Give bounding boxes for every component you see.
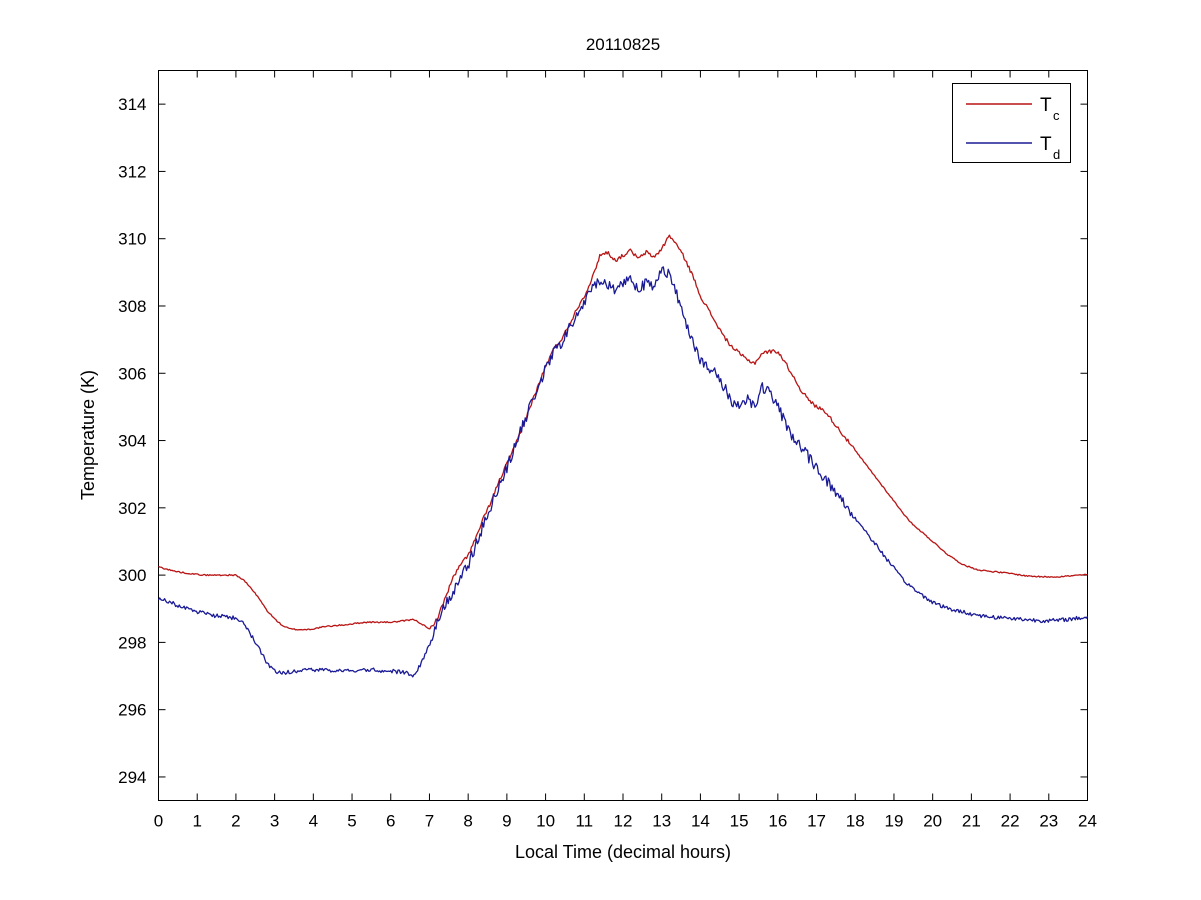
- x-tick-label: 11: [575, 812, 593, 831]
- legend-subscript-tc: c: [1053, 108, 1060, 123]
- x-tick-label: 1: [192, 812, 201, 831]
- x-tick-label: 20: [923, 812, 942, 831]
- plot-area-frame: [158, 70, 1088, 801]
- x-tick-label: 16: [768, 812, 787, 831]
- x-tick-label: 24: [1078, 812, 1097, 831]
- x-axis-ticks: [158, 70, 1088, 801]
- x-tick-label: 5: [347, 812, 356, 831]
- x-tick-label: 18: [846, 812, 865, 831]
- x-tick-label: 9: [502, 812, 511, 831]
- y-tick-label: 306: [118, 364, 146, 383]
- data-series-layer: [157, 234, 1089, 678]
- series-line-td: [157, 266, 1089, 678]
- y-tick-label: 310: [118, 230, 146, 249]
- y-axis-label: Temperature (K): [78, 370, 98, 500]
- x-tick-label: 7: [425, 812, 434, 831]
- legend-label-td: T: [1040, 134, 1052, 155]
- x-axis-tick-labels: 0 1 2 3 4 5 6 7 8 9 10 11 12 13 14 15 16 17 18 19 20 21 22 23 24: [154, 812, 1097, 831]
- x-tick-label: 17: [807, 812, 826, 831]
- y-tick-label: 296: [118, 701, 146, 720]
- y-tick-label: 300: [118, 566, 146, 585]
- y-tick-label: 304: [118, 432, 146, 451]
- x-tick-label: 14: [691, 812, 710, 831]
- y-tick-label: 312: [118, 162, 146, 181]
- x-tick-label: 6: [386, 812, 395, 831]
- x-tick-label: 0: [154, 812, 163, 831]
- x-tick-label: 15: [730, 812, 749, 831]
- legend-label-tc: T: [1040, 95, 1052, 116]
- y-tick-label: 298: [118, 633, 146, 652]
- legend-subscript-td: d: [1053, 147, 1060, 162]
- x-tick-label: 23: [1039, 812, 1058, 831]
- x-tick-label: 12: [614, 812, 633, 831]
- x-tick-label: 4: [309, 812, 318, 831]
- chart-legend[interactable]: T c T d: [952, 83, 1071, 163]
- y-tick-label: 294: [118, 768, 146, 787]
- y-tick-label: 314: [118, 95, 146, 114]
- x-tick-label: 10: [536, 812, 555, 831]
- x-tick-label: 3: [270, 812, 279, 831]
- y-axis-tick-labels: 294 296 298 300 302 304 306 308 310 312 314: [118, 95, 146, 787]
- y-tick-label: 308: [118, 297, 146, 316]
- legend-entry-td[interactable]: T d: [966, 134, 1060, 162]
- x-tick-label: 19: [884, 812, 903, 831]
- y-tick-label: 302: [118, 499, 146, 518]
- x-tick-label: 22: [1001, 812, 1020, 831]
- x-tick-label: 8: [463, 812, 472, 831]
- legend-entry-tc[interactable]: T c: [966, 95, 1060, 123]
- series-line-tc: [158, 234, 1088, 631]
- legend-box: [952, 83, 1071, 163]
- x-axis-label: Local Time (decimal hours): [515, 842, 731, 862]
- chart-title: 20110825: [586, 35, 660, 54]
- x-tick-label: 13: [652, 812, 671, 831]
- x-tick-label: 21: [962, 812, 981, 831]
- x-tick-label: 2: [231, 812, 240, 831]
